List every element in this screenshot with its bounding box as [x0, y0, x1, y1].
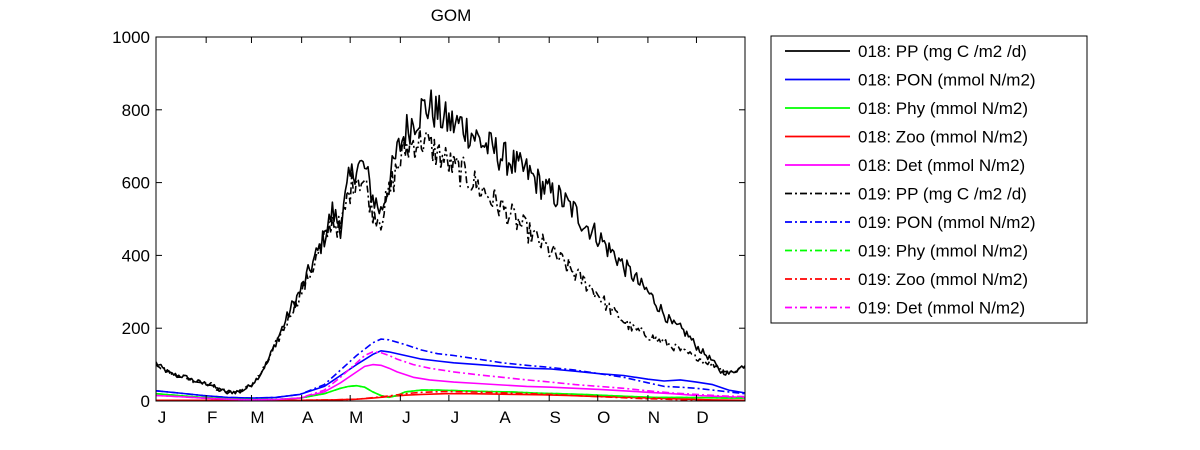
y-tick-label: 400: [122, 246, 150, 265]
x-tick-label: A: [302, 408, 314, 427]
y-tick-label: 800: [122, 101, 150, 120]
x-tick-label: J: [451, 408, 460, 427]
legend-label: 018: Zoo (mmol N/m2): [858, 128, 1028, 147]
y-tick-label: 600: [122, 174, 150, 193]
legend-label: 019: PON (mmol N/m2): [858, 213, 1036, 232]
chart-title: GOM: [431, 6, 472, 25]
legend-label: 019: Det (mmol N/m2): [858, 299, 1025, 318]
legend-label: 019: PP (mg C /m2 /d): [858, 185, 1027, 204]
x-tick-label: A: [499, 408, 511, 427]
series-line: [156, 338, 745, 399]
series-line: [156, 89, 745, 395]
legend-label: 018: PON (mmol N/m2): [858, 71, 1036, 90]
x-tick-label: O: [597, 408, 610, 427]
series-layer: [156, 89, 745, 401]
series-line: [156, 351, 745, 401]
legend-label: 019: Zoo (mmol N/m2): [858, 270, 1028, 289]
series-line: [156, 390, 745, 401]
x-tick-label: M: [250, 408, 264, 427]
x-tick-label: J: [402, 408, 411, 427]
legend: 018: PP (mg C /m2 /d) 018: PON (mmol N/m2…: [770, 35, 1088, 324]
x-tick-label: N: [648, 408, 660, 427]
y-tick-labels: 0 200 400 600 800 1000: [112, 28, 150, 411]
y-tick-label: 1000: [112, 28, 150, 47]
legend-label: 018: Phy (mmol N/m2): [858, 99, 1028, 118]
series-line: [156, 363, 745, 401]
series-line: [156, 126, 745, 395]
x-tick-label: J: [158, 408, 167, 427]
y-tick-label: 200: [122, 319, 150, 338]
legend-label: 018: Det (mmol N/m2): [858, 156, 1025, 175]
legend-label: 018: PP (mg C /m2 /d): [858, 42, 1027, 61]
y-tick-label: 0: [141, 392, 150, 411]
x-tick-label: S: [550, 408, 561, 427]
x-tick-label: D: [696, 408, 708, 427]
legend-label: 019: Phy (mmol N/m2): [858, 242, 1028, 261]
x-tick-label: M: [349, 408, 363, 427]
x-tick-label: F: [207, 408, 217, 427]
plot-frame: [155, 36, 746, 402]
legend-box: [770, 35, 1088, 324]
axis-ticks: [156, 36, 745, 402]
